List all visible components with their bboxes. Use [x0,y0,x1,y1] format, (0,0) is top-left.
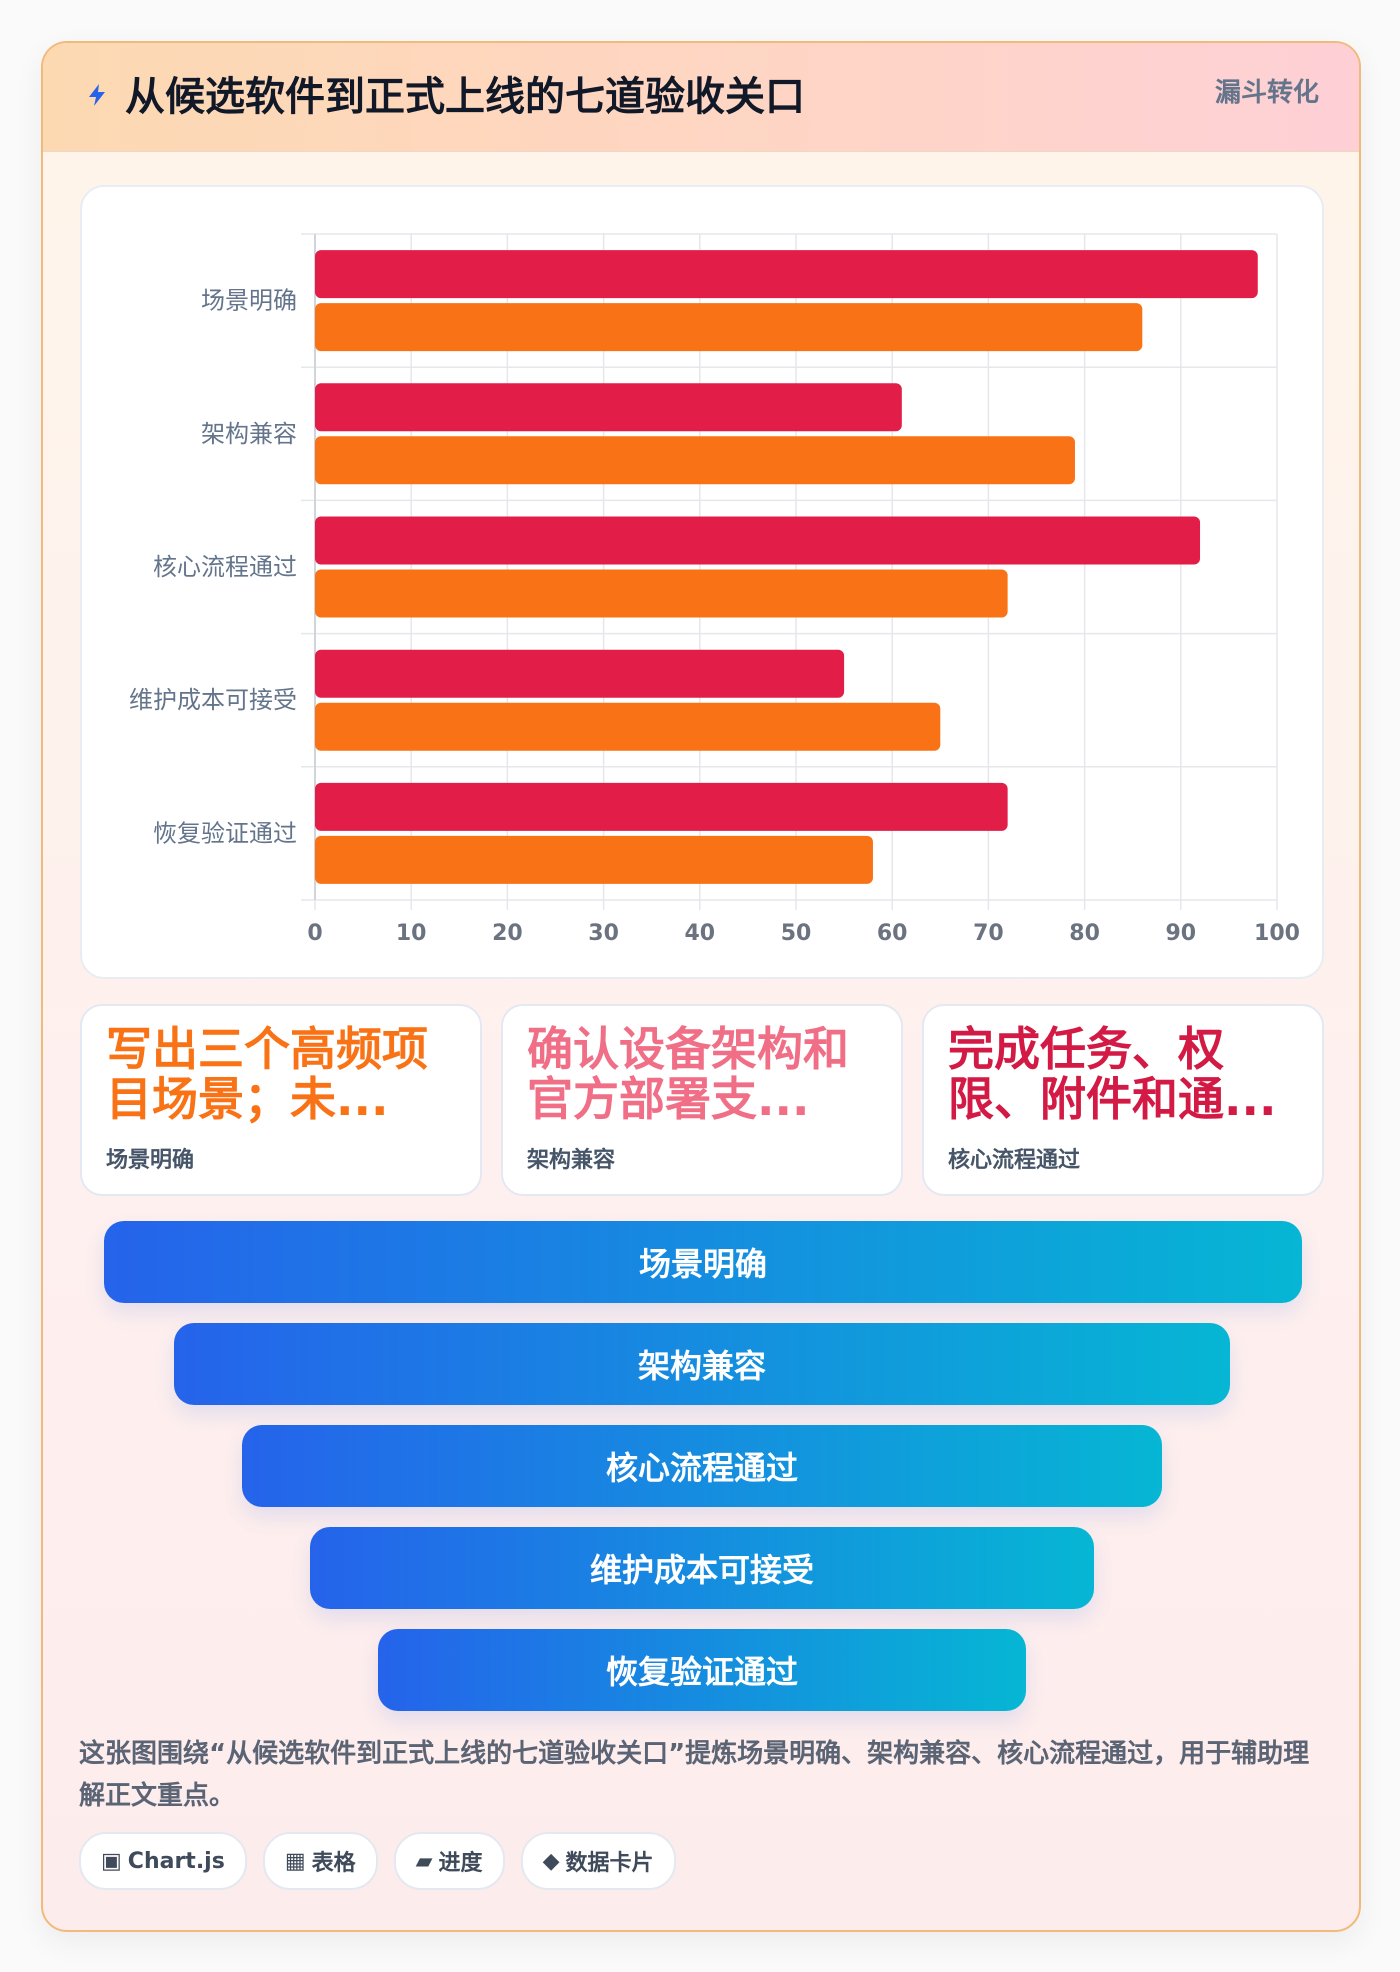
y-category-label: 架构兼容 [201,420,297,448]
x-tick-label: 50 [781,921,812,946]
chart-icon: ▣ [101,1848,122,1874]
stat-label: 核心流程通过 [948,1148,1081,1173]
category-tag: 漏斗转化 [1214,78,1319,108]
lightning-icon [83,81,111,109]
bar [315,835,873,884]
funnel-step-2: 架构兼容 [174,1323,1230,1405]
chip-label: 表格 [311,1851,356,1876]
funnel-step-5: 恢复验证通过 [378,1629,1026,1711]
chip-data-card[interactable]: ◆ 数据卡片 [520,1832,676,1890]
x-tick-label: 10 [396,921,427,946]
stat-card-2: 确认设备架构和官方部署支... 架构兼容 [501,1004,903,1196]
bar [315,383,902,432]
chart-caption: 这张图围绕“从候选软件到正式上线的七道验收关口”提炼场景明确、架构兼容、核心流程… [79,1739,1310,1811]
bar [315,569,1008,618]
bar [315,782,1008,831]
stat-value: 完成任务、权限、附件和通... [948,1024,1277,1124]
x-tick-label: 0 [307,921,322,946]
stat-label: 架构兼容 [527,1148,616,1173]
bar [315,702,941,751]
bar-chart-panel: 0 10 20 30 40 50 60 70 80 90 100 场景明确架构兼容核心流程通过维护成本… [80,185,1324,979]
bar [315,436,1075,485]
funnel-step-4: 维护成本可接受 [310,1527,1094,1609]
y-category-label: 恢复验证通过 [153,819,297,847]
card-header: 从候选软件到正式上线的七道验收关口 漏斗转化 [43,43,1359,152]
x-tick-label: 20 [492,921,523,946]
bar [315,250,1258,299]
stat-card-3: 完成任务、权限、附件和通... 核心流程通过 [922,1004,1324,1196]
bar [315,303,1143,352]
chip-table[interactable]: ▦ 表格 [262,1832,378,1890]
chip-label: 数据卡片 [565,1851,654,1876]
chip-label: 进度 [438,1851,483,1876]
x-tick-label: 40 [684,921,715,946]
x-tick-label: 90 [1165,921,1196,946]
table-icon: ▦ [284,1848,306,1874]
x-tick-label: 100 [1254,921,1300,946]
infographic-card: 从候选软件到正式上线的七道验收关口 漏斗转化 0 10 20 30 40 50 60 70 80… [41,41,1361,1932]
stat-card-1: 写出三个高频项目场景；未... 场景明确 [80,1004,482,1196]
page-title: 从候选软件到正式上线的七道验收关口 [125,74,805,120]
stat-label: 场景明确 [106,1148,195,1173]
y-category-label: 核心流程通过 [153,553,297,581]
bar [315,516,1201,565]
feature-chips: ▣ Chart.js ▦ 表格 ▰ 进度 ◆ 数据卡片 [79,1832,676,1890]
x-tick-label: 70 [973,921,1004,946]
chip-label: Chart.js [127,1848,225,1874]
stat-value: 写出三个高频项目场景；未... [106,1024,428,1124]
x-tick-label: 80 [1069,921,1100,946]
y-category-label: 场景明确 [201,287,297,315]
progress-icon: ▰ [415,1848,433,1874]
bar-chart: 0 10 20 30 40 50 60 70 80 90 100 场景明确架构兼容核心流程通过维护成本… [129,233,1300,946]
chip-chartjs[interactable]: ▣ Chart.js [79,1832,247,1890]
y-category-label: 维护成本可接受 [129,686,297,714]
diamond-icon: ◆ [542,1848,560,1874]
x-tick-label: 30 [588,921,619,946]
chip-progress[interactable]: ▰ 进度 [393,1832,505,1890]
x-tick-label: 60 [877,921,908,946]
funnel-step-1: 场景明确 [104,1221,1302,1303]
bar [315,649,845,698]
funnel-step-3: 核心流程通过 [242,1425,1162,1507]
stat-value: 确认设备架构和官方部署支... [527,1024,849,1124]
